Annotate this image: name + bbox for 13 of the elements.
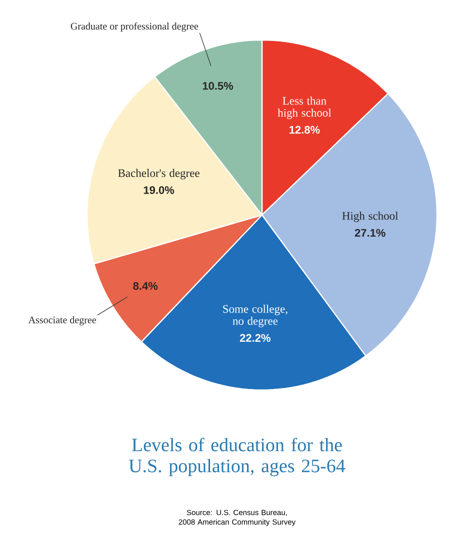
data-label: 12.8% bbox=[290, 126, 320, 134]
text: Levels of education for the U.S. population, ages 25-64 bbox=[128, 438, 346, 476]
slice-label: Less than high school bbox=[278, 96, 332, 120]
slice-label: Bachelor's degree bbox=[118, 168, 200, 180]
data-label: 27.1% bbox=[354, 228, 386, 237]
data-label: 22.2% bbox=[240, 334, 270, 342]
data-label: 8.4% bbox=[133, 282, 158, 290]
slice-label: High school bbox=[342, 212, 398, 222]
slice-label: Some college, no degree bbox=[223, 304, 288, 328]
slice-label: Associate degree bbox=[28, 316, 96, 326]
data-label: 19.0% bbox=[144, 186, 174, 194]
data-label: 10.5% bbox=[202, 82, 234, 90]
slice-label: Graduate or professional degree bbox=[70, 22, 198, 32]
